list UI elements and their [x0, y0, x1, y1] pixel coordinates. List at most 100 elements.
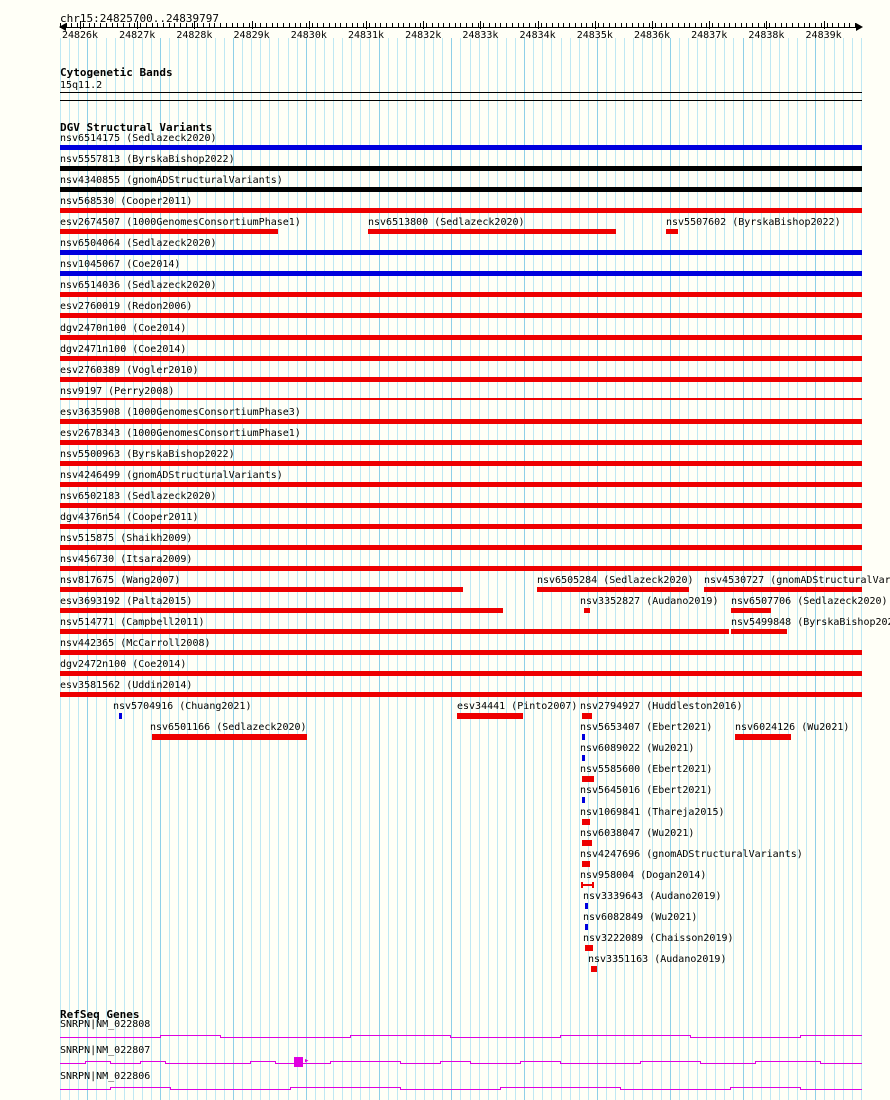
dgv-variant-marker[interactable] [591, 966, 597, 973]
dgv-variant-bar[interactable] [60, 608, 503, 614]
dgv-variant-marker[interactable] [582, 713, 592, 719]
dgv-variant-bar[interactable] [60, 502, 862, 508]
dgv-variant-bar[interactable] [731, 608, 771, 614]
dgv-variant-bar[interactable] [584, 608, 590, 614]
dgv-small-track-label[interactable]: nsv6089022 (Wu2021) [580, 743, 695, 755]
dgv-track-label[interactable]: nsv6507706 (Sedlazeck2020) [731, 596, 888, 608]
dgv-variant-bar[interactable] [60, 397, 862, 400]
dgv-variant-marker[interactable] [582, 818, 590, 825]
dgv-track-label[interactable]: nsv817675 (Wang2007) [60, 575, 181, 586]
dgv-track-label[interactable]: nsv5500963 (ByrskaBishop2022) [60, 448, 235, 460]
dgv-small-track-label[interactable]: nsv6501166 (Sedlazeck2020) [150, 722, 307, 734]
dgv-track-label[interactable]: nsv5499848 (ByrskaBishop2022) [731, 617, 890, 629]
dgv-variant-bar[interactable] [731, 629, 787, 635]
dgv-variant-bar[interactable] [60, 629, 729, 635]
dgv-variant-bar[interactable] [60, 229, 278, 235]
dgv-small-track-label[interactable]: nsv5704916 (Chuang2021) [113, 701, 252, 712]
dgv-small-track-label[interactable]: nsv5645016 (Ebert2021) [580, 785, 713, 797]
dgv-track-label[interactable]: esv2678343 (1000GenomesConsortiumPhase1) [60, 427, 301, 439]
dgv-track-label[interactable]: nsv6513800 (Sedlazeck2020) [368, 217, 525, 229]
dgv-track-label[interactable]: nsv514771 (Campbell2011) [60, 617, 205, 629]
dgv-track-label[interactable]: dgv2471n100 (Coe2014) [60, 343, 187, 355]
dgv-variant-marker[interactable] [152, 734, 307, 741]
dgv-track-label[interactable]: nsv4530727 (gnomADStructuralVariants) [704, 575, 890, 586]
dgv-small-track-label[interactable]: nsv6024126 (Wu2021) [735, 722, 850, 734]
dgv-variant-bar[interactable] [60, 355, 862, 361]
dgv-variant-bar[interactable] [60, 208, 862, 214]
dgv-track-label[interactable]: esv2674507 (1000GenomesConsortiumPhase1) [60, 217, 301, 229]
dgv-variant-marker[interactable] [582, 860, 590, 867]
dgv-small-track-label[interactable]: nsv4247696 (gnomADStructuralVariants) [580, 848, 803, 860]
dgv-variant-marker[interactable] [585, 902, 588, 909]
dgv-track-label[interactable]: nsv4246499 (gnomADStructuralVariants) [60, 469, 283, 481]
dgv-variant-marker[interactable] [582, 734, 585, 741]
dgv-small-track-label[interactable]: nsv5585600 (Ebert2021) [580, 764, 713, 776]
dgv-variant-bar[interactable] [60, 166, 862, 172]
dgv-track-label[interactable]: dgv2470n100 (Coe2014) [60, 322, 187, 334]
dgv-track-label[interactable]: nsv6514036 (Sedlazeck2020) [60, 280, 217, 292]
dgv-variant-bar[interactable] [60, 587, 463, 592]
dgv-track-label[interactable]: nsv1045067 (Coe2014) [60, 259, 181, 271]
dgv-variant-bar[interactable] [60, 460, 862, 466]
dgv-variant-marker[interactable] [735, 734, 791, 741]
dgv-variant-marker[interactable] [582, 797, 585, 804]
dgv-small-track-label[interactable]: nsv1069841 (Thareja2015) [580, 806, 725, 818]
dgv-small-track-label[interactable]: nsv6082849 (Wu2021) [583, 912, 698, 923]
dgv-track-label[interactable]: nsv456730 (Itsara2009) [60, 554, 193, 565]
dgv-variant-bar[interactable] [60, 250, 862, 256]
dgv-variant-bar[interactable] [60, 418, 862, 424]
dgv-variant-bar[interactable] [60, 545, 862, 550]
dgv-variant-marker[interactable] [457, 713, 523, 719]
dgv-variant-bar[interactable] [60, 145, 862, 150]
dgv-track-label[interactable]: dgv2472n100 (Coe2014) [60, 659, 187, 671]
dgv-variant-marker[interactable] [581, 881, 594, 888]
dgv-track-label[interactable]: nsv9197 (Perry2008) [60, 385, 175, 397]
dgv-track-label[interactable]: nsv6505284 (Sedlazeck2020) [537, 575, 694, 586]
dgv-small-track-label[interactable]: nsv3351163 (Audano2019) [588, 954, 727, 966]
dgv-small-track-label[interactable]: nsv2794927 (Huddleston2016) [580, 701, 743, 712]
gene-name-label[interactable]: SNRPN|NM_022806 [60, 1071, 151, 1082]
dgv-track-label[interactable]: esv3581562 (Uddin2014) [60, 680, 193, 692]
dgv-small-track-label[interactable]: esv34441 (Pinto2007) [457, 701, 578, 712]
gene-name-label[interactable]: SNRPN|NM_022808 [60, 1019, 151, 1030]
dgv-variant-bar[interactable] [60, 523, 862, 529]
dgv-track-label[interactable]: nsv6514175 (Sedlazeck2020) [60, 133, 217, 144]
dgv-small-track-label[interactable]: nsv3222089 (Chaisson2019) [583, 933, 734, 945]
gene-exon-box[interactable] [294, 1057, 303, 1067]
dgv-track-label[interactable]: esv2760389 (Vogler2010) [60, 364, 199, 376]
dgv-track-label[interactable]: nsv6504064 (Sedlazeck2020) [60, 238, 217, 250]
genome-ruler[interactable]: chr15:24825700..24839797 24826k 24827k 248… [0, 0, 890, 41]
dgv-track-label[interactable]: esv3693192 (Palta2015) [60, 596, 193, 608]
dgv-variant-bar[interactable] [60, 481, 862, 487]
dgv-track-label[interactable]: nsv568530 (Cooper2011) [60, 196, 193, 208]
dgv-track-label[interactable]: nsv515875 (Shaikh2009) [60, 533, 193, 544]
dgv-track-label[interactable]: nsv5507602 (ByrskaBishop2022) [666, 217, 841, 229]
dgv-small-track-label[interactable]: nsv3339643 (Audano2019) [583, 890, 722, 902]
dgv-variant-bar[interactable] [60, 334, 862, 340]
dgv-variant-marker[interactable] [582, 839, 592, 846]
dgv-small-track-label[interactable]: nsv5653407 (Ebert2021) [580, 722, 713, 734]
dgv-variant-bar[interactable] [368, 229, 616, 235]
dgv-variant-marker[interactable] [582, 755, 585, 762]
dgv-track-label[interactable]: esv3635908 (1000GenomesConsortiumPhase3) [60, 406, 301, 418]
dgv-variant-bar[interactable] [60, 671, 862, 677]
dgv-variant-bar[interactable] [60, 692, 862, 698]
dgv-variant-bar[interactable] [60, 313, 862, 319]
dgv-variant-bar[interactable] [537, 587, 689, 592]
dgv-track-label[interactable]: nsv3352827 (Audano2019) [580, 596, 719, 608]
dgv-variant-bar[interactable] [60, 439, 862, 445]
dgv-variant-bar[interactable] [60, 376, 862, 382]
dgv-variant-bar[interactable] [666, 229, 678, 235]
dgv-variant-bar[interactable] [60, 271, 862, 277]
dgv-variant-bar[interactable] [60, 650, 862, 656]
dgv-variant-bar[interactable] [60, 187, 862, 193]
dgv-track-label[interactable]: nsv4340855 (gnomADStructuralVariants) [60, 175, 283, 187]
dgv-variant-marker[interactable] [119, 713, 122, 719]
dgv-variant-marker[interactable] [585, 945, 593, 952]
dgv-variant-bar[interactable] [60, 566, 862, 571]
dgv-track-label[interactable]: nsv6502183 (Sedlazeck2020) [60, 490, 217, 502]
dgv-variant-marker[interactable] [585, 924, 588, 930]
dgv-variant-bar[interactable] [60, 292, 862, 298]
dgv-variant-bar[interactable] [704, 587, 862, 592]
dgv-small-track-label[interactable]: nsv958004 (Dogan2014) [580, 869, 707, 881]
